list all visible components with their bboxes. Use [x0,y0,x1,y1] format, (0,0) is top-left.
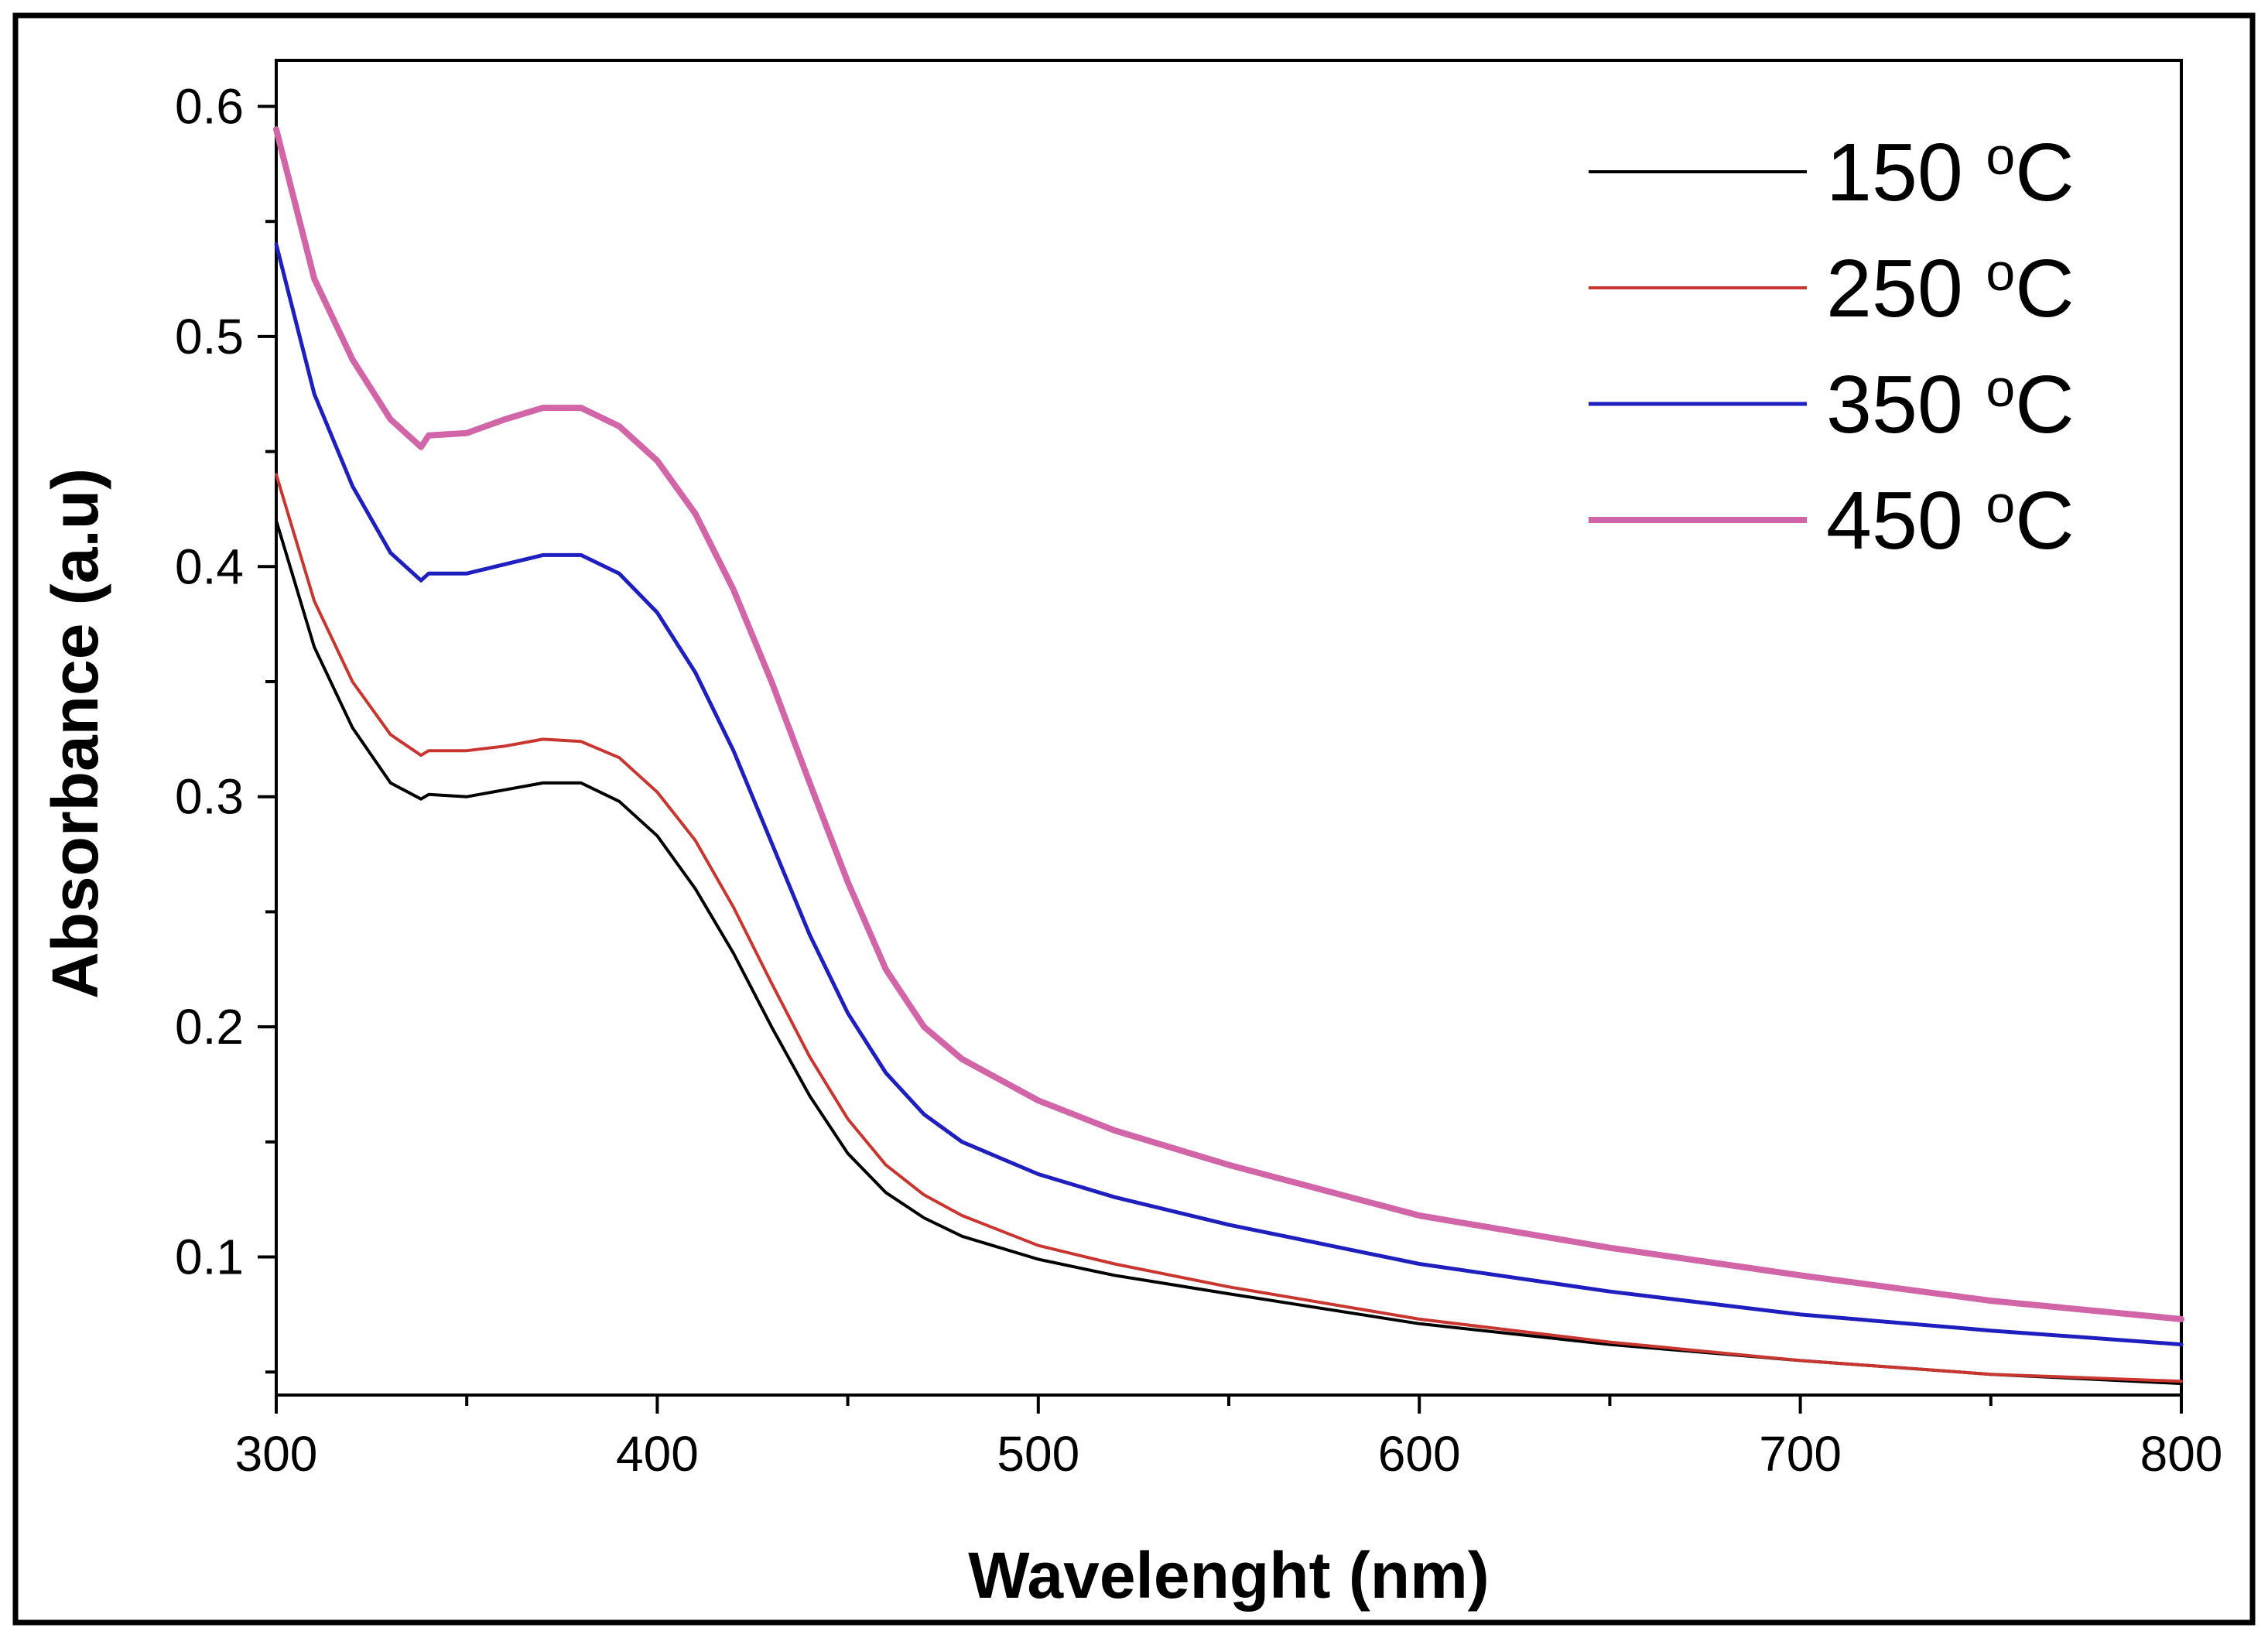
y-axis-tick-labels: 0.1 0.2 0.3 0.4 0.5 0.6 [175,78,244,1284]
series-lines [273,126,2184,1386]
series-line [273,126,2184,1322]
y-tick-label: 0.2 [175,999,244,1055]
series-line [275,473,2183,1383]
x-axis-tick-labels: 300 400 500 600 700 800 [235,1426,2223,1482]
x-tick-label: 400 [616,1426,699,1482]
y-tick-label: 0.6 [175,78,244,134]
y-tick-label: 0.4 [175,539,244,594]
legend: 150 oC 250 oC 350 oC 450 oC [1589,127,2075,566]
y-axis-title: Absorbance (a.u) [39,468,111,999]
x-tick-label: 600 [1378,1426,1461,1482]
y-axis-ticks [258,104,276,1374]
legend-label: 250 oC [1826,243,2075,334]
plot-area [275,59,2183,1397]
x-tick-label: 300 [235,1426,318,1482]
legend-label: 150 oC [1826,127,2075,218]
series-line [274,242,2184,1347]
x-axis-ticks [275,1395,2183,1414]
series-line [275,518,2183,1386]
y-tick-label: 0.3 [175,769,244,825]
x-tick-label: 500 [997,1426,1079,1482]
x-tick-label: 700 [1759,1426,1842,1482]
y-tick-label: 0.1 [175,1229,244,1285]
legend-label: 350 oC [1826,359,2075,450]
legend-label: 450 oC [1826,475,2075,566]
x-tick-label: 800 [2140,1426,2223,1482]
y-tick-label: 0.5 [175,309,244,364]
x-axis-title: Wavelenght (nm) [968,1539,1490,1612]
